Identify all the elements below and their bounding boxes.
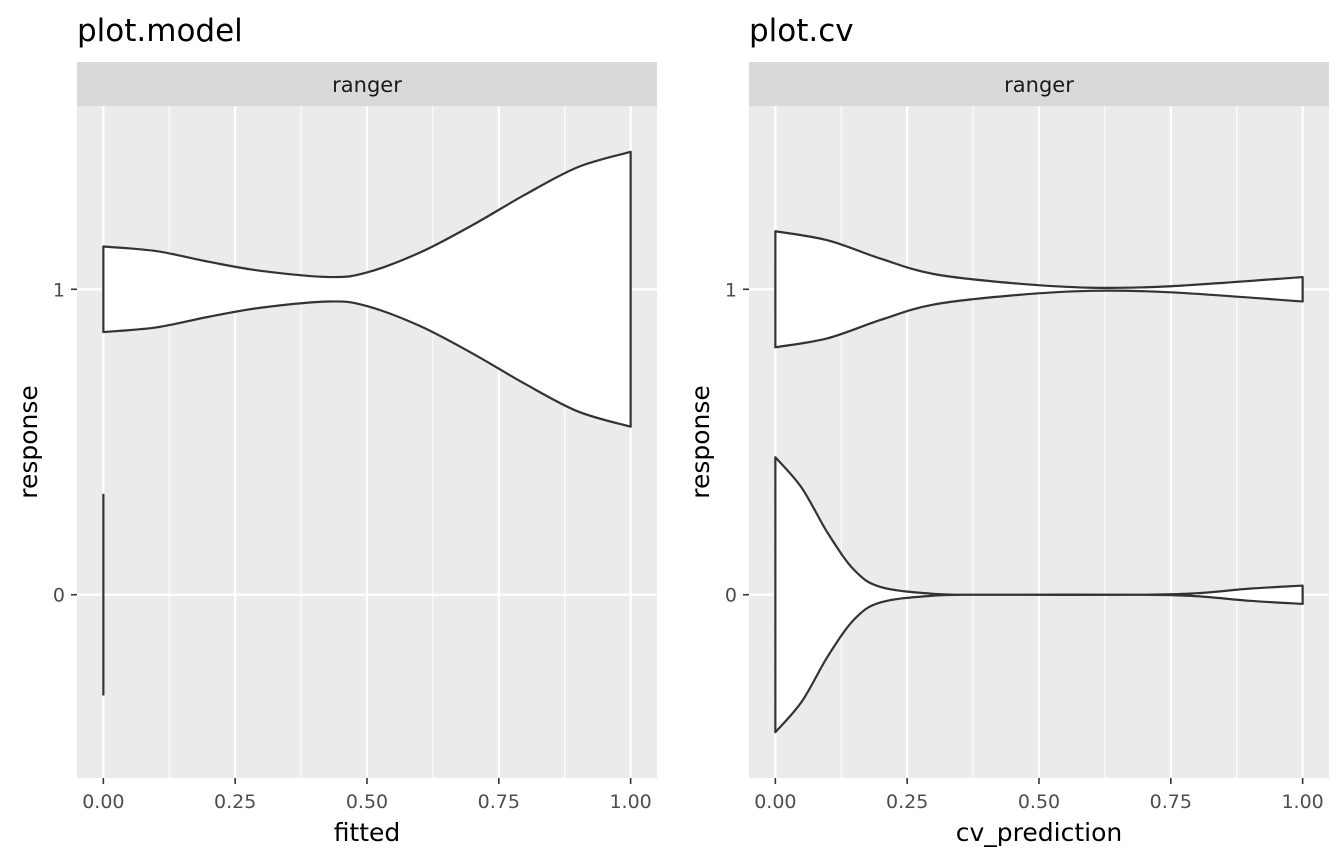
violin-1: [774, 230, 1304, 349]
y-tick-label: 0: [725, 585, 737, 607]
y-tick-label: 0: [53, 585, 65, 607]
y-tick-label: 1: [725, 279, 737, 301]
facet-strip: [749, 62, 1329, 106]
x-tick-label: 1.00: [1281, 791, 1323, 813]
x-axis-title: fitted: [334, 818, 401, 847]
x-axis-ticks: 0.00 0.25 0.50 0.75 1.00: [754, 778, 1324, 813]
y-axis-title: response: [686, 385, 715, 499]
x-tick-label: 0.50: [1018, 791, 1060, 813]
violin-layer: [102, 150, 632, 696]
violin-0: [774, 456, 1304, 734]
violin-layer: [774, 230, 1304, 734]
x-axis-ticks: 0.00 0.25 0.50 0.75 1.00: [82, 778, 652, 813]
violin-1: [102, 150, 632, 428]
x-tick-label: 0.00: [754, 791, 796, 813]
x-tick-label: 1.00: [609, 791, 651, 813]
x-tick-label: 0.25: [886, 791, 928, 813]
y-axis-ticks: 01: [53, 279, 77, 607]
x-tick-label: 0.75: [478, 791, 520, 813]
x-axis-title: cv_prediction: [956, 818, 1122, 847]
y-axis-ticks: 01: [725, 279, 749, 607]
facet-strip: [77, 62, 657, 106]
y-tick-label: 1: [53, 279, 65, 301]
y-axis-title: response: [14, 385, 43, 499]
plot-title: plot.model: [77, 13, 243, 49]
panel-plot-cv: plot.cv ranger 0.00 0.25 0.50 0.75 1.00 01 c…: [686, 13, 1329, 847]
panel-plot-model: plot.model ranger 0.00 0.25 0.50 0.75 1.00 0…: [14, 13, 657, 847]
x-tick-label: 0.75: [1150, 791, 1192, 813]
x-tick-label: 0.00: [82, 791, 124, 813]
facet-strip-label: ranger: [1004, 73, 1074, 97]
facet-strip-label: ranger: [332, 73, 402, 97]
x-tick-label: 0.25: [214, 791, 256, 813]
plot-title: plot.cv: [749, 13, 854, 49]
x-tick-label: 0.50: [346, 791, 388, 813]
